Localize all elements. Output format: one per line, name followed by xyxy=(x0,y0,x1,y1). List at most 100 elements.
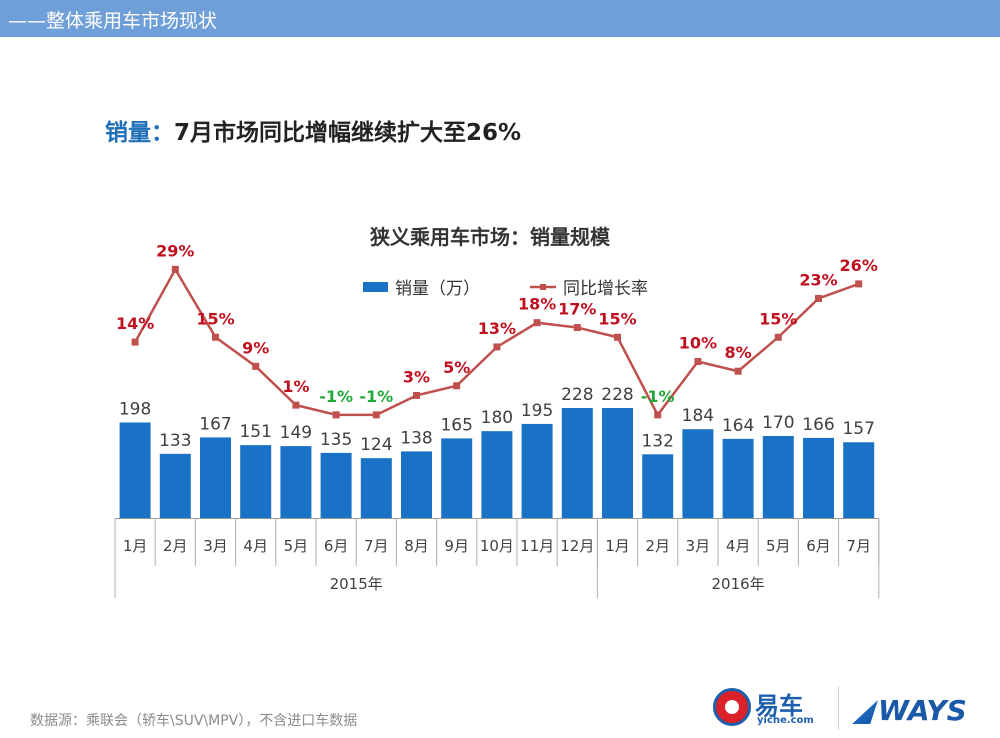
x-tick-label-9: 10月 xyxy=(480,537,514,555)
growth-point-6 xyxy=(372,411,380,419)
growth-point-2 xyxy=(212,333,219,341)
growth-point-10 xyxy=(533,319,541,327)
growth-value-label-3: 9% xyxy=(242,338,269,357)
bar-9 xyxy=(481,431,513,518)
data-source-note: 数据源：乘联会（轿车\SUV\MPV），不含进口车数据 xyxy=(30,713,358,729)
bar-value-label-17: 166 xyxy=(802,415,834,435)
growth-point-13 xyxy=(654,411,662,419)
legend-line-marker xyxy=(540,284,546,290)
bar-12 xyxy=(602,407,633,518)
ways-logo: WAYS xyxy=(852,694,982,730)
growth-point-11 xyxy=(573,324,581,332)
growth-value-label-6: -1% xyxy=(359,387,393,406)
x-tick-label-7: 8月 xyxy=(404,537,429,555)
legend-line-label: 同比增长率 xyxy=(563,279,648,299)
logo-divider xyxy=(838,686,839,730)
headline-text: 7月市场同比增幅继续扩大至26% xyxy=(174,120,522,146)
growth-point-8 xyxy=(453,382,461,390)
x-tick-label-2: 3月 xyxy=(203,537,228,555)
bar-value-label-6: 124 xyxy=(360,435,392,455)
yiche-logo-subtext: yiche.com xyxy=(757,715,814,726)
ways-logo-icon xyxy=(852,700,878,724)
x-tick-label-12: 1月 xyxy=(605,537,630,555)
bar-value-label-10: 195 xyxy=(521,401,553,421)
growth-value-label-7: 3% xyxy=(403,367,430,386)
x-tick-label-6: 7月 xyxy=(364,537,389,555)
bar-1 xyxy=(159,453,191,518)
bar-5 xyxy=(320,452,352,518)
group-label-1: 2016年 xyxy=(712,575,765,593)
section-title: ——整体乘用车市场现状 xyxy=(8,10,218,32)
x-tick-label-15: 4月 xyxy=(726,537,751,555)
bar-value-label-8: 165 xyxy=(440,415,472,435)
bar-value-label-4: 149 xyxy=(280,423,312,443)
bar-value-label-15: 164 xyxy=(722,416,754,436)
x-tick-label-0: 1月 xyxy=(123,537,148,555)
bar-10 xyxy=(521,423,553,518)
bar-value-label-2: 167 xyxy=(199,414,231,434)
title-bar: ——整体乘用车市场现状 xyxy=(0,0,1000,37)
bar-value-label-16: 170 xyxy=(762,413,794,433)
bar-17 xyxy=(803,437,834,518)
group-label-0: 2015年 xyxy=(330,575,383,593)
x-tick-label-18: 7月 xyxy=(846,537,871,555)
yiche-logo-icon xyxy=(713,688,751,726)
growth-value-label-15: 8% xyxy=(725,343,752,362)
growth-value-label-0: 14% xyxy=(116,314,154,333)
growth-value-label-18: 26% xyxy=(840,256,878,275)
bar-16 xyxy=(762,435,794,518)
bar-value-label-7: 138 xyxy=(400,428,432,448)
x-tick-label-1: 2月 xyxy=(163,537,188,555)
growth-point-15 xyxy=(734,367,742,375)
headline: 销量：7月市场同比增幅继续扩大至26% xyxy=(105,113,521,147)
bar-6 xyxy=(360,458,392,518)
growth-value-label-1: 29% xyxy=(156,241,194,260)
growth-value-label-8: 5% xyxy=(443,358,470,377)
x-tick-label-10: 11月 xyxy=(520,537,554,555)
bar-value-label-12: 228 xyxy=(601,385,633,405)
growth-point-14 xyxy=(694,358,702,365)
growth-value-label-5: -1% xyxy=(319,387,353,406)
growth-value-label-11: 17% xyxy=(558,300,596,319)
bar-4 xyxy=(280,446,312,518)
growth-point-1 xyxy=(171,265,179,273)
x-tick-label-11: 12月 xyxy=(560,537,594,555)
x-tick-label-13: 2月 xyxy=(645,537,670,555)
bar-value-label-18: 157 xyxy=(842,419,874,439)
growth-value-label-12: 15% xyxy=(598,309,636,328)
bar-value-label-0: 198 xyxy=(119,399,151,419)
bar-value-label-11: 228 xyxy=(561,385,593,405)
growth-point-0 xyxy=(131,338,139,346)
bar-2 xyxy=(200,437,231,518)
bar-value-label-13: 132 xyxy=(641,431,673,451)
bar-value-label-14: 184 xyxy=(682,406,714,426)
growth-value-label-4: 1% xyxy=(282,377,309,396)
growth-point-3 xyxy=(252,362,260,370)
growth-point-18 xyxy=(855,280,863,288)
growth-point-9 xyxy=(493,343,501,351)
x-tick-label-14: 3月 xyxy=(686,537,711,555)
growth-point-5 xyxy=(332,411,340,419)
bar-8 xyxy=(441,438,473,518)
growth-point-7 xyxy=(413,391,420,399)
x-tick-label-4: 5月 xyxy=(284,537,309,555)
bar-value-label-5: 135 xyxy=(320,430,352,450)
growth-value-label-2: 15% xyxy=(196,309,234,328)
bar-13 xyxy=(642,454,674,518)
x-tick-label-3: 4月 xyxy=(243,537,268,555)
bar-14 xyxy=(682,429,714,518)
headline-key: 销量： xyxy=(105,120,174,146)
ways-logo-text: WAYS xyxy=(878,694,967,727)
x-tick-label-17: 6月 xyxy=(806,537,831,555)
bar-value-label-1: 133 xyxy=(159,431,191,451)
x-tick-label-8: 9月 xyxy=(444,537,469,555)
bar-value-label-3: 151 xyxy=(239,422,271,442)
legend-bar-label: 销量（万） xyxy=(395,279,480,299)
growth-value-label-10: 18% xyxy=(518,295,556,314)
growth-point-4 xyxy=(292,401,300,409)
bar-0 xyxy=(119,422,151,518)
growth-point-17 xyxy=(815,294,822,302)
bar-11 xyxy=(561,407,593,518)
bar-18 xyxy=(843,442,875,518)
